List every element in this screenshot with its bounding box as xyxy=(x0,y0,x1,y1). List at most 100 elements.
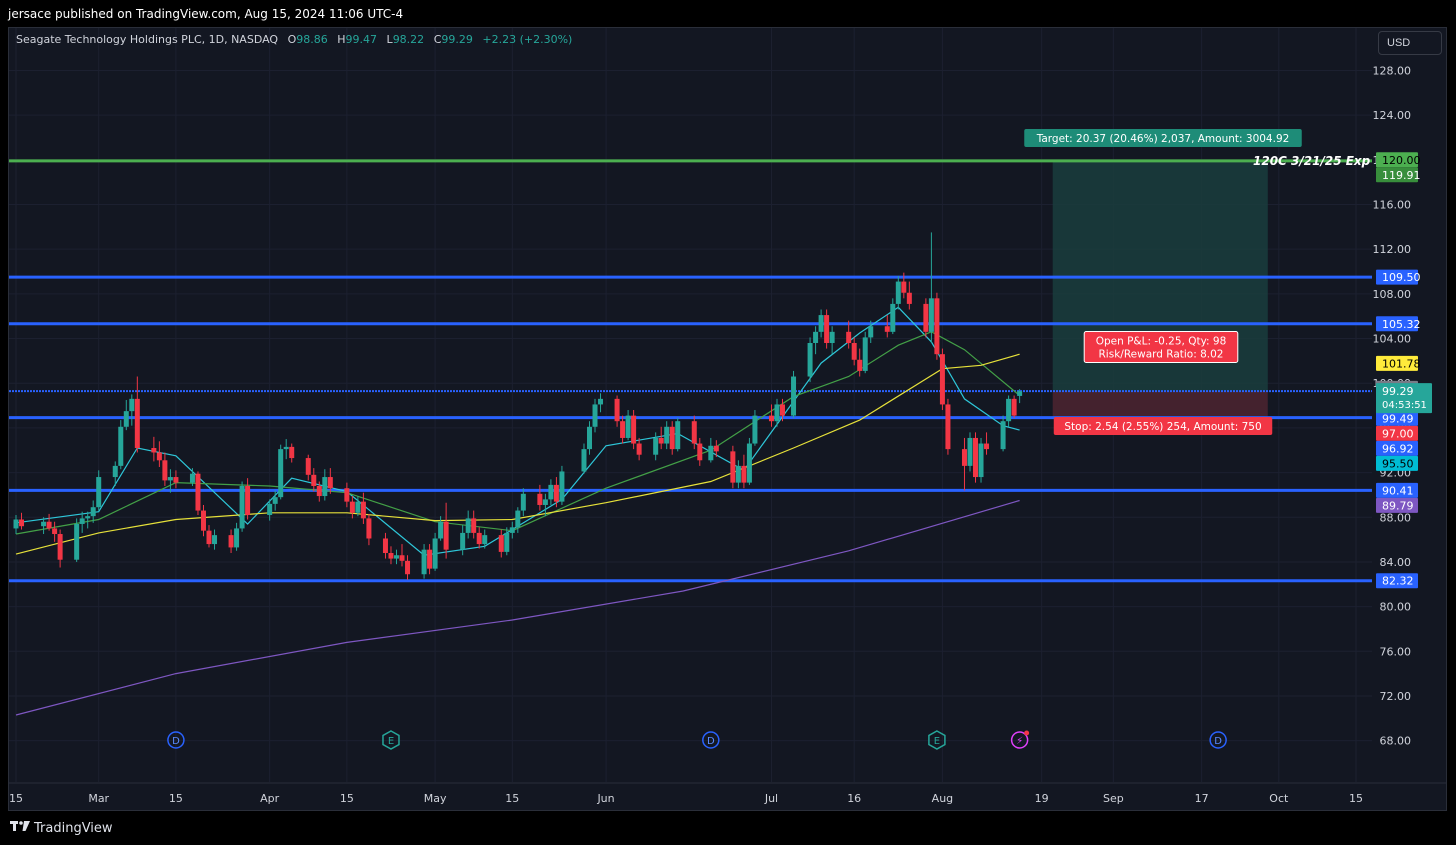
candle xyxy=(167,469,173,493)
candle xyxy=(780,398,786,422)
candle xyxy=(961,437,967,491)
candle xyxy=(206,525,212,548)
split-alert-icon[interactable]: ⚡ xyxy=(1010,730,1030,749)
dividend-icon[interactable]: D xyxy=(702,731,720,749)
candle xyxy=(278,444,284,500)
candle-body xyxy=(901,281,907,293)
candle xyxy=(123,399,129,431)
candle-body xyxy=(553,484,559,502)
price-label-text: 120.00 xyxy=(1382,154,1421,167)
candle xyxy=(746,437,752,485)
candle-body xyxy=(432,538,438,569)
candle-body xyxy=(631,415,637,444)
candle-body xyxy=(13,519,19,529)
earnings-icon[interactable]: E xyxy=(382,730,400,750)
candle xyxy=(542,493,548,517)
candle xyxy=(200,504,206,537)
candle-body xyxy=(272,497,278,504)
dividend-icon[interactable]: D xyxy=(1209,731,1227,749)
candle xyxy=(813,326,819,355)
candle xyxy=(862,331,868,374)
price-label-text: 99.49 xyxy=(1382,412,1414,425)
candle-body xyxy=(57,534,63,560)
candle-body xyxy=(228,535,234,548)
candle xyxy=(96,470,102,511)
time-tick-label: Aug xyxy=(932,792,953,805)
tradingview-brand: TradingView xyxy=(34,820,113,836)
earnings-shape xyxy=(928,730,946,750)
candle-body xyxy=(278,449,284,498)
level-line-label: 120C 3/21/25 Exp xyxy=(1253,154,1371,168)
candle xyxy=(388,546,394,565)
candle-body xyxy=(200,510,206,531)
candle xyxy=(901,272,907,299)
candle-body xyxy=(780,404,786,416)
candle xyxy=(548,479,554,505)
dividend-shape xyxy=(167,731,185,749)
position-zones xyxy=(1052,159,1268,418)
candle-body xyxy=(498,535,504,552)
candle-body xyxy=(96,477,102,508)
price-label-text: 90.41 xyxy=(1382,484,1414,497)
price-tick-label: 76.00 xyxy=(1380,645,1412,658)
candle xyxy=(195,471,201,516)
time-tick-label: Mar xyxy=(88,792,109,805)
symbol-name[interactable]: Seagate Technology Holdings PLC, 1D, NAS… xyxy=(16,33,279,46)
candle-body xyxy=(658,437,664,444)
candle-body xyxy=(465,518,471,533)
candle-body xyxy=(482,535,488,545)
candle-body xyxy=(52,528,58,535)
candle xyxy=(173,470,179,489)
candle-body xyxy=(708,445,714,461)
candle xyxy=(730,445,736,489)
candle-body xyxy=(1000,421,1006,450)
candle xyxy=(162,452,168,486)
candle-body xyxy=(355,501,361,513)
candle-body xyxy=(945,404,951,450)
open-value: 98.86 xyxy=(296,33,328,46)
candle xyxy=(272,490,278,511)
candle xyxy=(553,477,559,508)
candle-body xyxy=(421,549,427,575)
time-tick-label: 15 xyxy=(169,792,183,805)
candle-body xyxy=(890,303,896,332)
price-tick-label: 108.00 xyxy=(1373,288,1412,301)
price-tick-label: 116.00 xyxy=(1373,198,1412,211)
candle xyxy=(427,544,433,575)
price-tick-label: 88.00 xyxy=(1380,511,1412,524)
time-tick-label: 15 xyxy=(1349,792,1363,805)
candle xyxy=(305,454,311,481)
candle xyxy=(846,320,852,349)
candle xyxy=(598,393,604,413)
candle-body xyxy=(344,488,350,502)
candle-body xyxy=(195,473,201,511)
candle-body xyxy=(851,343,857,360)
candle-body xyxy=(189,473,195,483)
candle xyxy=(156,441,162,467)
time-axis: 15 Mar 15 Apr 15 May 15 Jun Jul 16 Aug 19 Sep 17 Oct 15 xyxy=(9,782,1446,805)
dividend-letter: D xyxy=(172,736,180,747)
earnings-icon[interactable]: E xyxy=(928,730,946,750)
candle xyxy=(498,529,504,558)
price-label-bg xyxy=(1376,440,1418,456)
candle xyxy=(559,465,565,505)
symbol-legend[interactable]: Seagate Technology Holdings PLC, 1D, NAS… xyxy=(16,33,572,46)
time-tick-label: Jul xyxy=(764,792,778,805)
candle-body xyxy=(818,315,824,332)
candle-body xyxy=(973,437,979,478)
dividend-icon[interactable]: D xyxy=(167,731,185,749)
time-tick-label: 15 xyxy=(340,792,354,805)
candle xyxy=(675,417,681,452)
candle xyxy=(465,510,471,539)
candle xyxy=(349,496,355,519)
candle-body xyxy=(123,411,129,427)
tradingview-logo[interactable]: TradingView xyxy=(10,820,113,836)
candle xyxy=(239,481,245,532)
candle-body xyxy=(305,458,311,475)
price-label-bg xyxy=(1376,167,1418,183)
currency-button[interactable]: USD xyxy=(1378,31,1442,55)
candle-body xyxy=(824,315,830,344)
candle-body xyxy=(405,560,411,575)
price-label-text: 101.78 xyxy=(1382,357,1421,370)
